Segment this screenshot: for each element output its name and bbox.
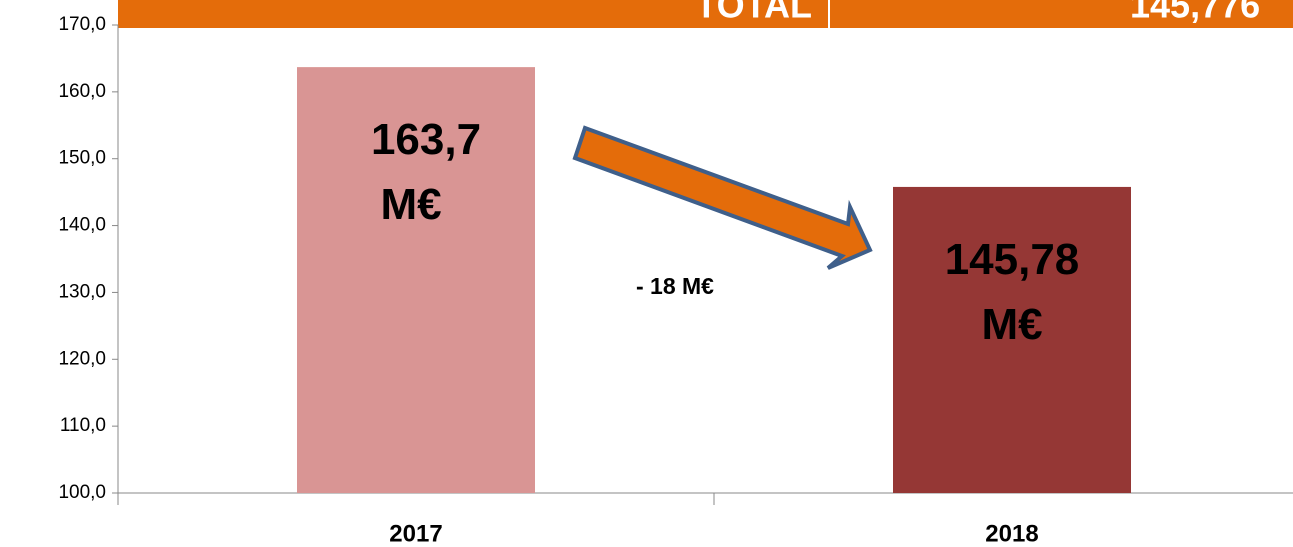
header-value: 145,776	[1130, 0, 1260, 26]
decrease-arrow	[572, 125, 873, 270]
x-tick-label: 2018	[985, 520, 1038, 547]
y-tick-label: 100,0	[58, 482, 106, 503]
bar	[893, 186, 1131, 494]
value-label: 163,7 M€	[371, 115, 481, 229]
y-tick-label: 130,0	[58, 281, 106, 302]
bar	[297, 67, 535, 494]
y-tick-label: 160,0	[58, 81, 106, 102]
value-label: 145,78 M€	[945, 235, 1080, 349]
y-tick-label: 170,0	[58, 14, 106, 35]
y-tick-label: 140,0	[58, 215, 106, 236]
header-label: TOTAL	[695, 0, 812, 26]
annotation: - 18 M€	[636, 273, 714, 299]
x-tick-label: 2017	[389, 520, 442, 547]
header-banner	[118, 0, 1293, 28]
y-tick-label: 120,0	[58, 348, 106, 369]
y-tick-label: 110,0	[60, 415, 106, 436]
y-tick-label: 150,0	[58, 148, 106, 169]
